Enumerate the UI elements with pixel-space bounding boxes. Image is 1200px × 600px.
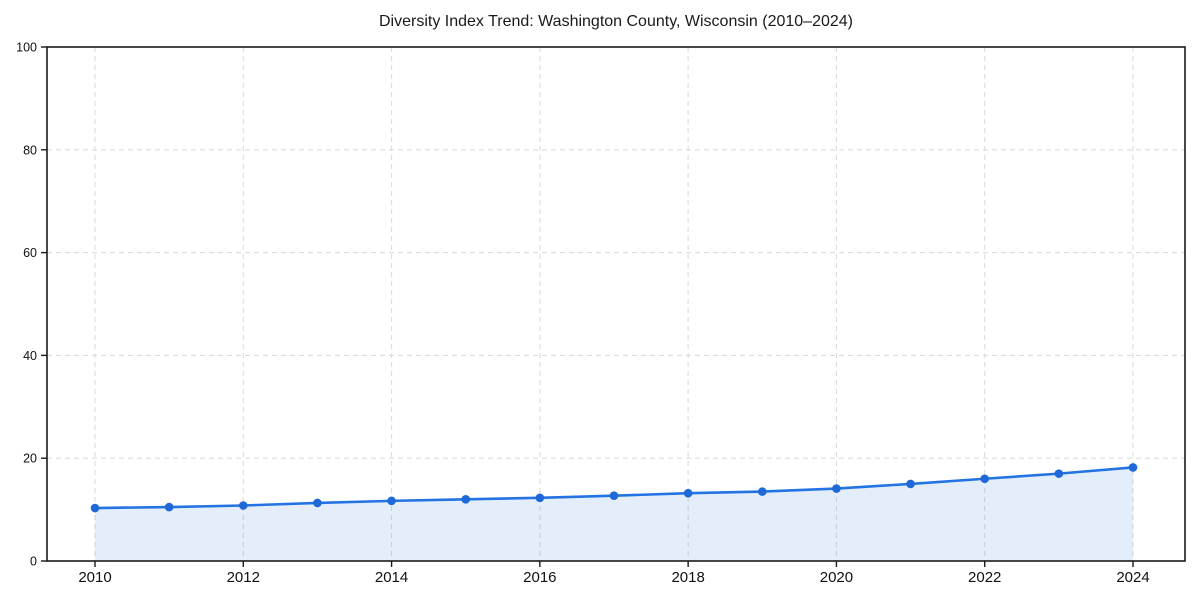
y-tick-label: 60 [23, 246, 37, 260]
data-point [164, 502, 174, 512]
plot-border [46, 46, 1186, 562]
data-point [609, 491, 619, 501]
x-tick-label: 2024 [1116, 569, 1149, 586]
y-tick-label: 0 [30, 555, 37, 569]
y-tick-label: 20 [23, 452, 37, 466]
data-point [90, 503, 100, 513]
data-point [832, 484, 841, 493]
data-point [906, 479, 915, 489]
x-tick-label: 2012 [227, 569, 260, 586]
data-point [980, 474, 990, 484]
data-point [757, 487, 767, 496]
data-point [238, 501, 248, 510]
data-point [535, 493, 545, 503]
y-tick-label: 80 [23, 143, 37, 157]
data-point [1128, 463, 1138, 472]
x-tick-label: 2016 [523, 569, 556, 586]
data-point [1054, 469, 1064, 478]
data-point [461, 495, 471, 504]
x-tick-label: 2022 [968, 569, 1001, 586]
x-tick-label: 2018 [671, 569, 704, 586]
data-point [387, 496, 396, 506]
chart-title: Diversity Index Trend: Washington County… [378, 13, 853, 30]
area-fill [95, 467, 1133, 561]
y-tick-label: 40 [23, 349, 37, 363]
data-point [313, 498, 322, 508]
y-tick-label: 100 [16, 41, 37, 55]
x-tick-label: 2020 [820, 569, 853, 586]
x-tick-label: 2014 [375, 569, 408, 586]
data-point [683, 488, 693, 498]
x-tick-label: 2010 [78, 569, 111, 586]
